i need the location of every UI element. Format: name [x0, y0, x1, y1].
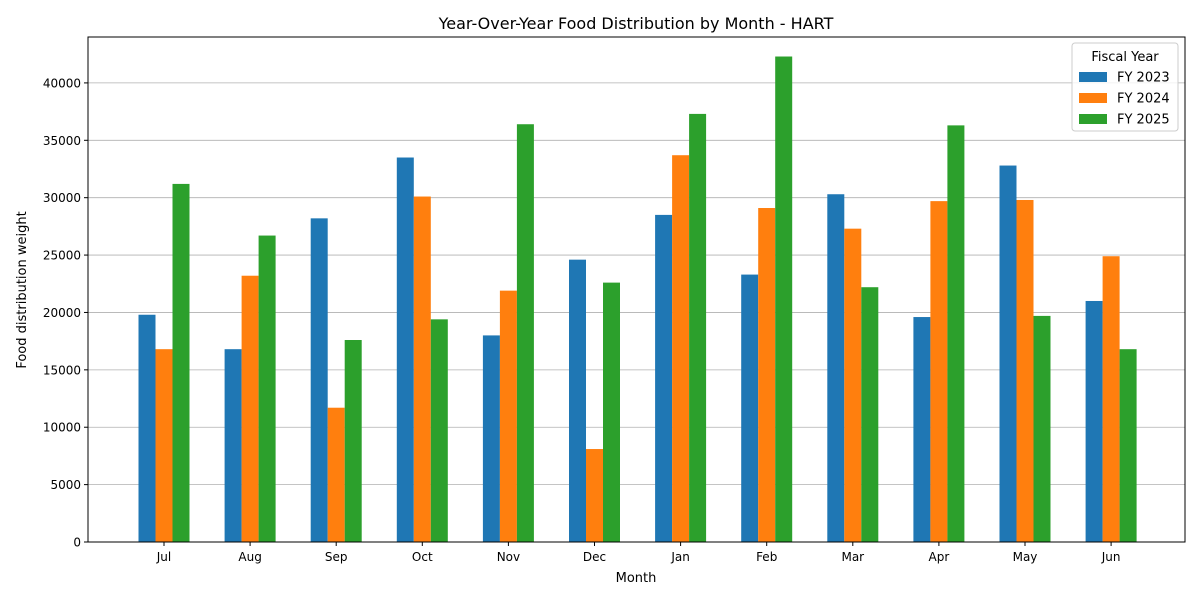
y-tick-label: 25000 [43, 249, 81, 263]
bar-fy-2025-nov [516, 124, 534, 543]
bar-fy-2023-jul [138, 314, 156, 542]
legend-swatch [1079, 72, 1107, 82]
bar-fy-2023-oct [396, 157, 414, 543]
bar-fy-2024-nov [499, 290, 517, 542]
x-tick-label: Jul [156, 550, 171, 564]
y-tick-label: 0 [73, 536, 81, 550]
bar-fy-2023-jun [1085, 300, 1103, 542]
x-tick-label: Jan [670, 550, 690, 564]
chart-title: Year-Over-Year Food Distribution by Mont… [438, 14, 834, 33]
x-tick-label: May [1013, 550, 1038, 564]
y-tick-label: 20000 [43, 306, 81, 320]
bar-fy-2023-feb [741, 274, 759, 542]
bar-fy-2023-dec [569, 259, 586, 542]
bar-fy-2024-oct [413, 196, 431, 542]
bar-fy-2025-feb [775, 56, 793, 543]
bar-fy-2025-sep [344, 340, 362, 542]
legend-label: FY 2025 [1117, 113, 1170, 128]
plot-area-frame [87, 36, 1186, 543]
x-tick-label: Dec [583, 550, 606, 564]
bar-fy-2025-jul [172, 183, 190, 542]
y-tick-label: 30000 [43, 191, 81, 205]
bar-fy-2023-nov [482, 335, 500, 542]
x-tick-label: Nov [497, 550, 520, 564]
y-tick-label: 40000 [43, 76, 81, 90]
bar-fy-2024-jun [1102, 256, 1120, 542]
y-tick-label: 5000 [50, 478, 81, 492]
y-tick-label: 35000 [43, 134, 81, 148]
x-tick-label: Aug [238, 550, 261, 564]
bar-fy-2023-may [999, 165, 1017, 542]
bar-fy-2024-dec [586, 449, 603, 542]
bar-fy-2023-apr [913, 317, 931, 542]
x-tick-label: Apr [929, 550, 950, 564]
bar-fy-2024-jul [155, 349, 173, 542]
x-axis-label: Month [616, 571, 657, 586]
legend-swatch [1079, 93, 1107, 103]
bar-fy-2025-aug [258, 235, 276, 542]
legend-label: FY 2024 [1117, 92, 1170, 107]
legend-items: FY 2023 FY 2024 FY 2025 [1079, 71, 1170, 128]
bar-fy-2025-jun [1119, 349, 1137, 542]
bar-fy-2023-aug [224, 349, 242, 542]
bar-fy-2023-jan [655, 214, 673, 543]
legend-box [1071, 42, 1179, 132]
x-tick-label: Mar [841, 550, 864, 564]
bar-fy-2024-jan [672, 155, 690, 542]
x-tick-label: Jun [1101, 550, 1121, 564]
y-axis-label: Food distribution weight [15, 211, 30, 368]
bar-fy-2024-sep [327, 407, 345, 542]
bar-fy-2025-jan [689, 113, 707, 542]
x-tick-label: Oct [412, 550, 433, 564]
y-tick-label: 15000 [43, 363, 81, 377]
bar-fy-2024-may [1016, 199, 1034, 542]
y-tick-label: 10000 [43, 421, 81, 435]
x-tick-label: Feb [756, 550, 777, 564]
bar-fy-2025-dec [603, 282, 620, 542]
bar-fy-2024-feb [758, 208, 776, 543]
x-tick-label: Sep [325, 550, 348, 564]
bar-fy-2025-oct [430, 319, 448, 542]
bars [138, 56, 1137, 543]
bar-fy-2023-mar [827, 194, 845, 542]
bar-fy-2023-sep [310, 218, 328, 542]
legend-label: FY 2023 [1117, 71, 1170, 86]
legend-title: Fiscal Year [1091, 50, 1159, 65]
legend: Fiscal Year FY 2023 FY 2024 FY 2025 [1071, 42, 1179, 132]
bar-fy-2024-apr [930, 201, 948, 542]
bar-fy-2024-mar [844, 228, 862, 542]
bar-fy-2024-aug [241, 275, 259, 542]
bar-fy-2025-mar [861, 287, 879, 542]
bar-fy-2025-apr [947, 125, 965, 542]
bar-fy-2025-may [1033, 315, 1051, 542]
axes: 0 5000 10000 15000 20000 25000 30000 35000 40000… [43, 76, 1121, 564]
legend-swatch [1079, 114, 1107, 124]
